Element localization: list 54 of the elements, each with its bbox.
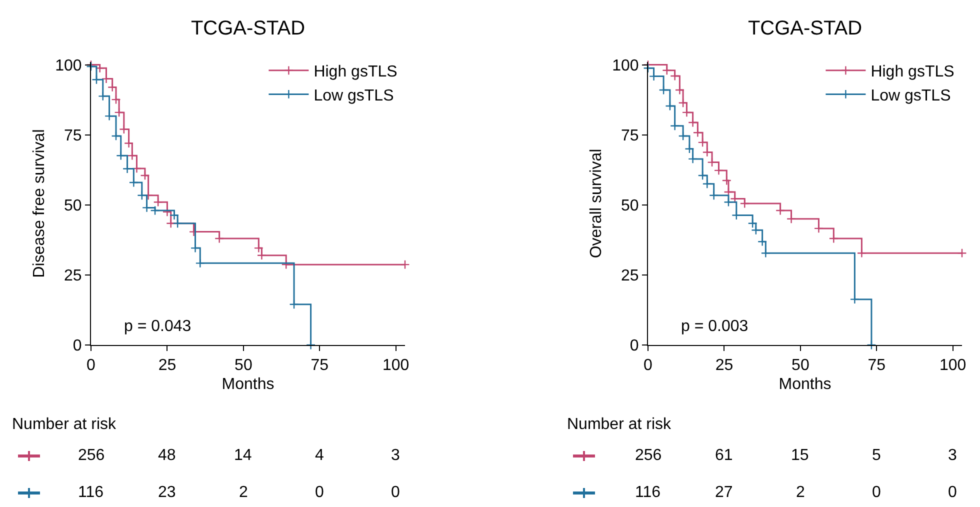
text: 15 xyxy=(791,447,809,464)
text: Number at risk xyxy=(12,416,118,433)
x-tick-label: 0 xyxy=(644,357,653,374)
text: 5 xyxy=(872,447,881,464)
legend-label: Low gsTLS xyxy=(870,87,951,104)
legend-label: High gsTLS xyxy=(314,64,398,81)
text: 3 xyxy=(391,447,400,464)
text: 14 xyxy=(234,447,252,464)
y-tick-label: 50 xyxy=(64,198,82,214)
text: 0 xyxy=(391,484,400,501)
x-axis-title: Months xyxy=(778,376,832,393)
y-axis-title: Disease free survival xyxy=(30,129,48,278)
text: 2 xyxy=(796,484,805,501)
text: 0 xyxy=(948,484,957,501)
text: 0 xyxy=(872,484,881,501)
x-tick-label: 50 xyxy=(234,357,252,374)
x-tick-label: 25 xyxy=(715,357,734,374)
text: 256 xyxy=(78,447,105,464)
text: 48 xyxy=(158,447,176,464)
y-tick-label: 25 xyxy=(621,268,639,285)
chart-title: TCGA-STAD xyxy=(748,17,862,40)
text: 4 xyxy=(315,447,324,464)
text: 2 xyxy=(239,484,248,501)
text: 256 xyxy=(635,447,662,464)
legend-label: High gsTLS xyxy=(870,64,954,81)
text: 27 xyxy=(715,484,733,501)
x-tick-label: 75 xyxy=(868,357,886,374)
y-axis-title: Overall survival xyxy=(588,148,605,258)
y-tick-label: 25 xyxy=(64,268,82,285)
x-tick-label: 75 xyxy=(310,357,329,374)
x-tick-label: 100 xyxy=(382,357,410,374)
text: 61 xyxy=(715,447,733,464)
x-tick-label: 0 xyxy=(86,357,96,374)
text: 116 xyxy=(635,484,661,501)
y-tick-label: 50 xyxy=(621,198,639,214)
legend-label: Low gsTLS xyxy=(314,87,394,104)
text: 23 xyxy=(158,484,176,501)
text: Number at risk xyxy=(567,416,672,433)
y-tick-label: 100 xyxy=(612,57,639,74)
text: 0 xyxy=(315,484,324,501)
y-tick-label: 100 xyxy=(55,57,82,74)
y-tick-label: 0 xyxy=(72,338,82,355)
text: 116 xyxy=(78,484,104,501)
x-tick-label: 25 xyxy=(158,357,176,374)
annotation: p = 0.003 xyxy=(681,318,748,335)
annotation: p = 0.043 xyxy=(124,318,192,335)
y-tick-label: 75 xyxy=(64,127,82,144)
x-tick-label: 50 xyxy=(792,357,810,374)
chart-title: TCGA-STAD xyxy=(190,17,306,40)
x-axis-title: Months xyxy=(222,376,274,393)
text: 3 xyxy=(948,447,957,464)
x-tick-label: 100 xyxy=(940,357,966,374)
y-tick-label: 0 xyxy=(630,338,639,355)
y-tick-label: 75 xyxy=(621,127,639,144)
